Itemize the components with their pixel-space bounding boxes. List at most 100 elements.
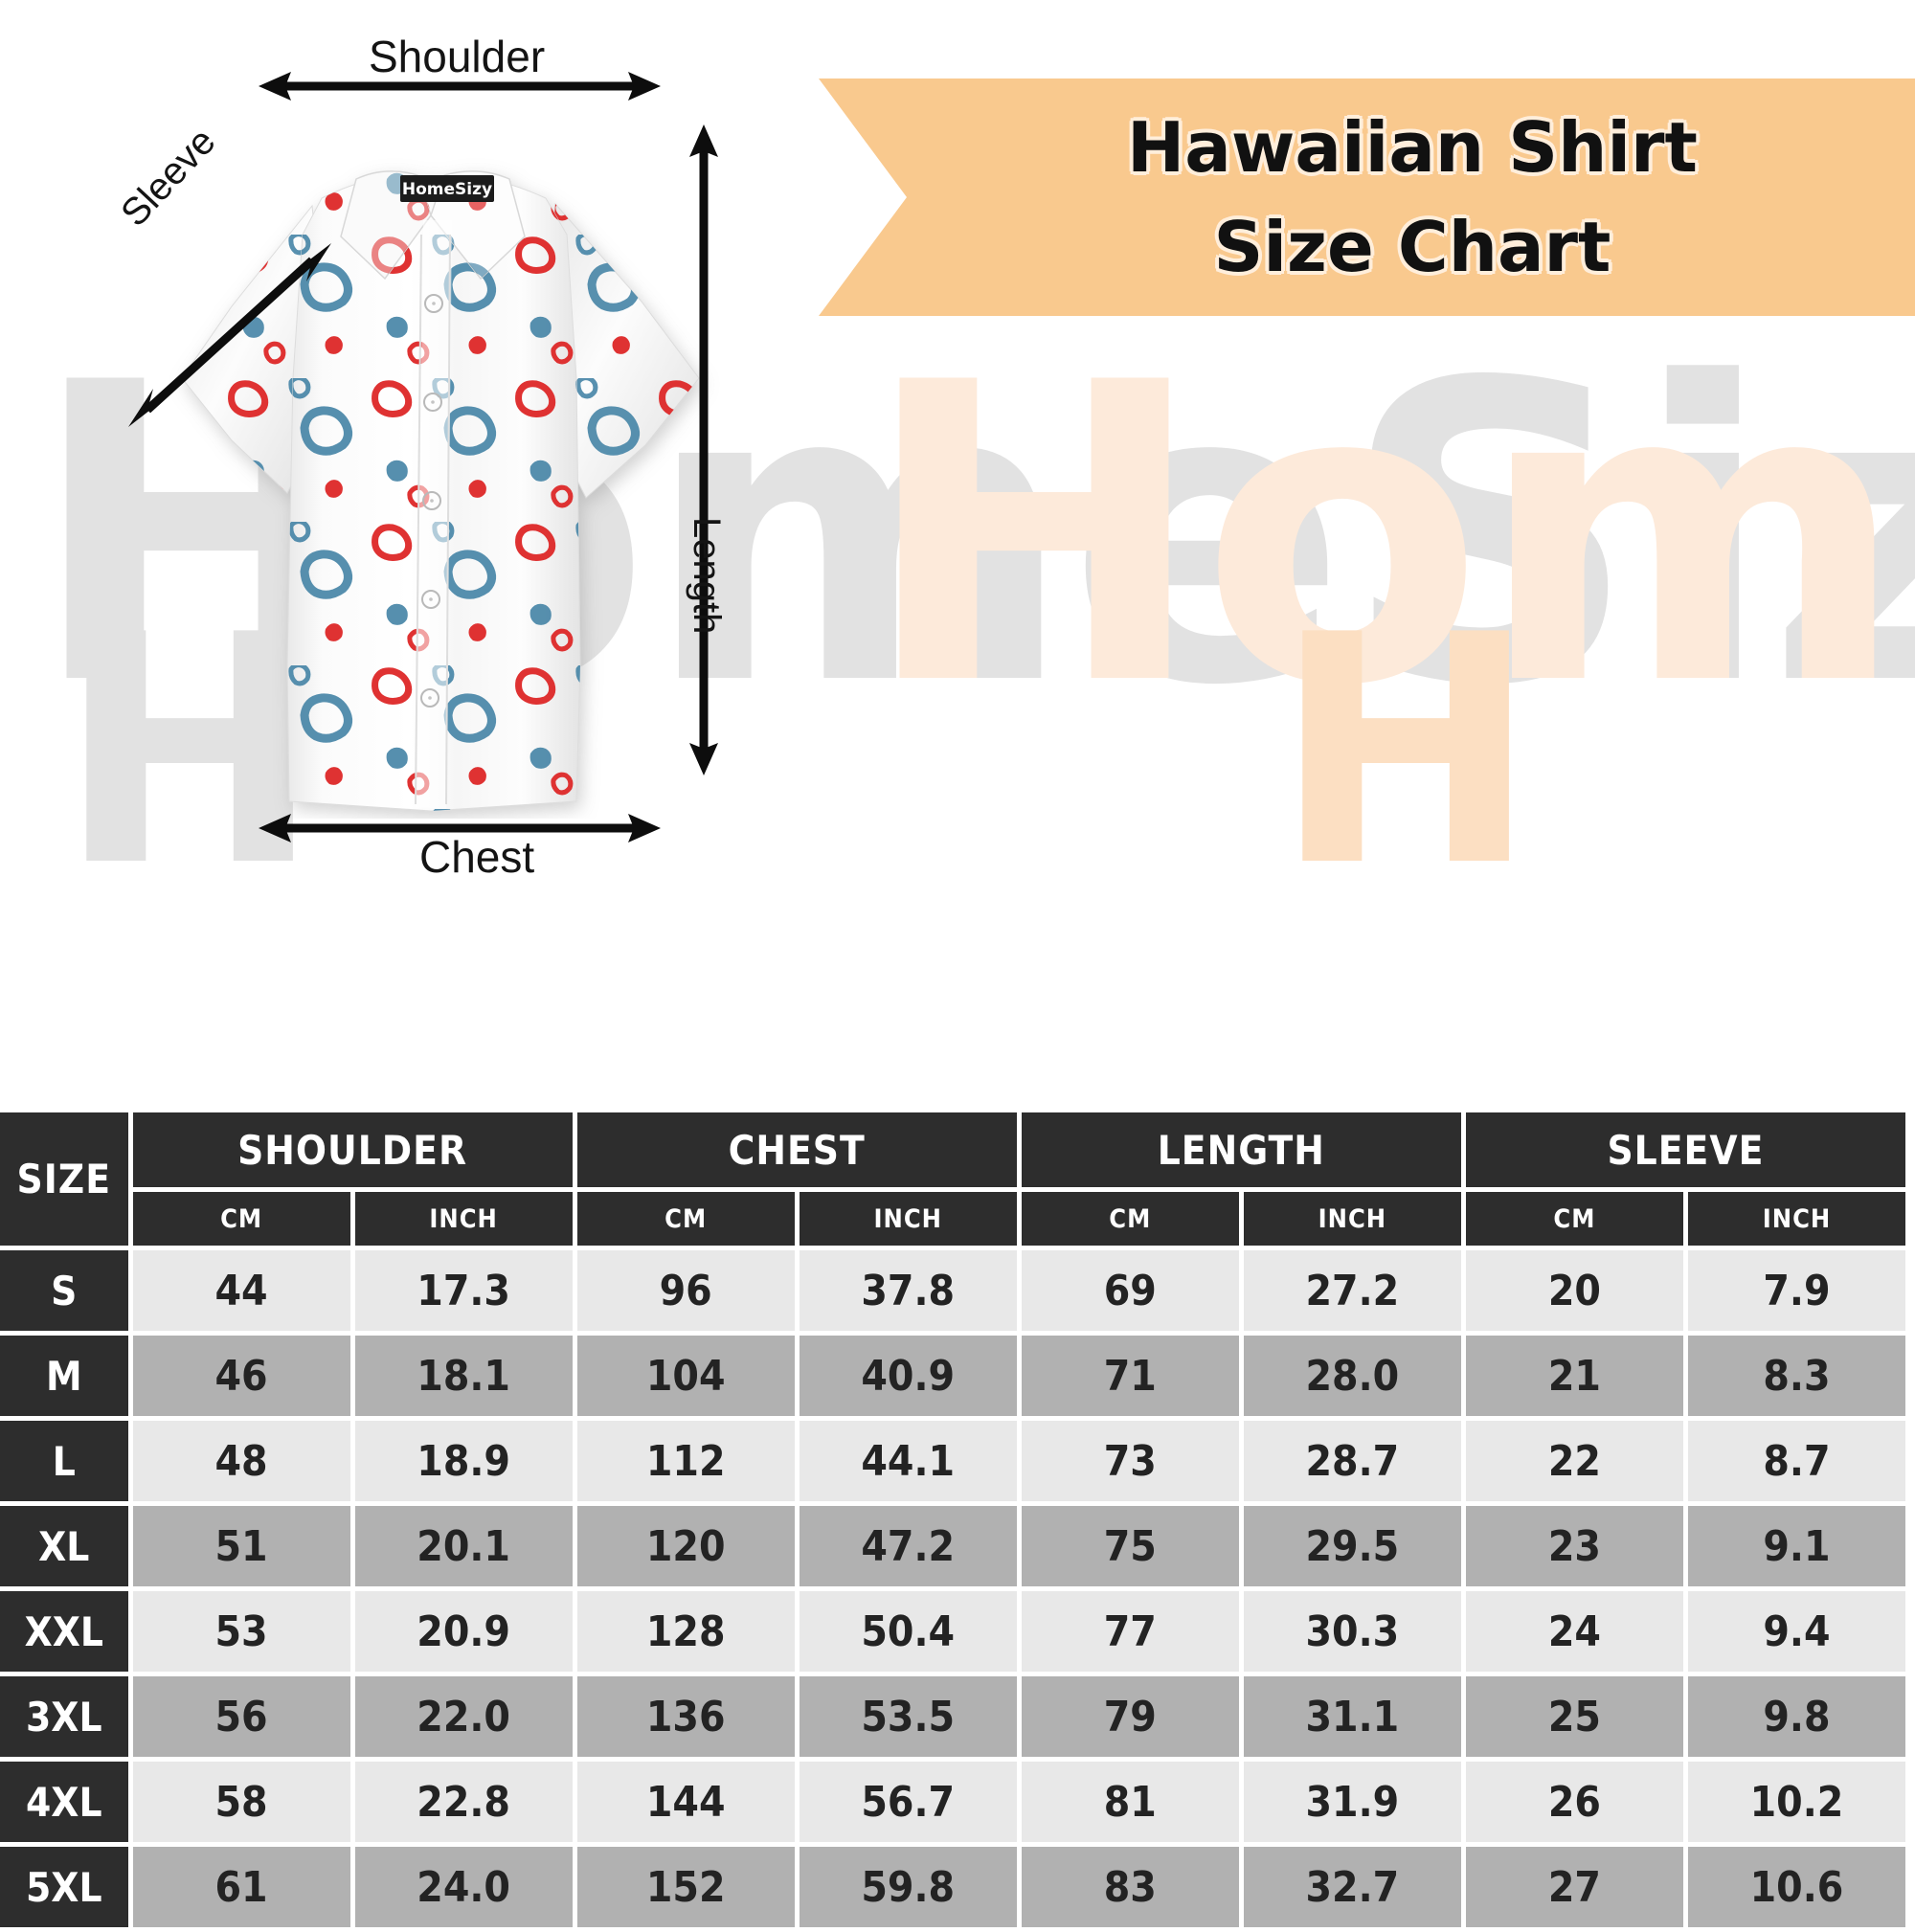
cell-value: 17.3	[354, 1250, 573, 1331]
cell-value: 96	[576, 1250, 795, 1331]
cell-value: 144	[576, 1762, 795, 1842]
watermark-initial-grey: H	[57, 568, 323, 935]
table-row: 5XL 61 24.0 152 59.8 83 32.7 27 10.6	[0, 1847, 1905, 1927]
cell-size: S	[0, 1250, 128, 1331]
cell-value: 53.5	[799, 1676, 1017, 1757]
cell-value: 61	[132, 1847, 350, 1927]
cell-value: 44.1	[799, 1421, 1017, 1501]
cell-value: 75	[1021, 1506, 1239, 1586]
cell-value: 27	[1465, 1847, 1683, 1927]
banner-shape	[819, 79, 1915, 316]
cell-value: 31.1	[1243, 1676, 1461, 1757]
table-body: S 44 17.3 96 37.8 69 27.2 20 7.9 M 46 18.1 104 40.9 71…	[0, 1250, 1905, 1927]
table-head: SIZE SHOULDER CHEST LENGTH SLEEVE CM INC…	[0, 1112, 1905, 1246]
size-chart-table: SIZE SHOULDER CHEST LENGTH SLEEVE CM INC…	[0, 1108, 1910, 1932]
shirt-product-image: HomeSizy	[144, 91, 737, 819]
cell-value: 28.7	[1243, 1421, 1461, 1501]
illustration-panel: HomeSizy HomeSizy H H	[29, 32, 1915, 935]
cell-value: 44	[132, 1250, 350, 1331]
svg-text:HomeSizy: HomeSizy	[402, 180, 492, 199]
cell-value: 7.9	[1687, 1250, 1905, 1331]
cell-value: 8.7	[1687, 1421, 1905, 1501]
label-chest: Chest	[419, 832, 535, 882]
cell-size: 4XL	[0, 1762, 128, 1842]
cell-value: 120	[576, 1506, 795, 1586]
label-length: Length	[686, 517, 728, 635]
cell-value: 56	[132, 1676, 350, 1757]
cell-value: 71	[1021, 1336, 1239, 1416]
shoulder-dimension-arrow	[259, 72, 661, 101]
cell-value: 18.1	[354, 1336, 573, 1416]
cell-value: 40.9	[799, 1336, 1017, 1416]
table-group-header-row: SIZE SHOULDER CHEST LENGTH SLEEVE	[0, 1112, 1905, 1246]
cell-value: 69	[1021, 1250, 1239, 1331]
cell-value: 20	[1465, 1250, 1683, 1331]
cell-size: 3XL	[0, 1676, 128, 1757]
banner-title-line1: Hawaiian Shirt	[1127, 107, 1698, 188]
header-group-length: LENGTH	[1021, 1112, 1461, 1187]
watermark-brand-peach: HomeSizy	[862, 297, 1915, 775]
cell-value: 26	[1465, 1762, 1683, 1842]
cell-value: 20.9	[354, 1591, 573, 1672]
cell-size: XXL	[0, 1591, 128, 1672]
cell-value: 23	[1465, 1506, 1683, 1586]
cell-value: 31.9	[1243, 1762, 1461, 1842]
table-row: XXL 53 20.9 128 50.4 77 30.3 24 9.4	[0, 1591, 1905, 1672]
cell-value: 32.7	[1243, 1847, 1461, 1927]
label-shoulder: Shoulder	[369, 32, 546, 81]
table-row: 3XL 56 22.0 136 53.5 79 31.1 25 9.8	[0, 1676, 1905, 1757]
cell-value: 48	[132, 1421, 350, 1501]
cell-value: 22	[1465, 1421, 1683, 1501]
cell-value: 83	[1021, 1847, 1239, 1927]
table-row: L 48 18.9 112 44.1 73 28.7 22 8.7	[0, 1421, 1905, 1501]
cell-value: 152	[576, 1847, 795, 1927]
cell-value: 30.3	[1243, 1591, 1461, 1672]
table-row: XL 51 20.1 120 47.2 75 29.5 23 9.1	[0, 1506, 1905, 1586]
cell-value: 73	[1021, 1421, 1239, 1501]
cell-value: 27.2	[1243, 1250, 1461, 1331]
table-row: M 46 18.1 104 40.9 71 28.0 21 8.3	[0, 1336, 1905, 1416]
cell-value: 10.6	[1687, 1847, 1905, 1927]
cell-value: 53	[132, 1591, 350, 1672]
header-unit-sleeve-cm: CM	[1465, 1192, 1683, 1246]
cell-size: M	[0, 1336, 128, 1416]
table-row: S 44 17.3 96 37.8 69 27.2 20 7.9	[0, 1250, 1905, 1331]
header-size: SIZE	[0, 1112, 128, 1246]
cell-value: 77	[1021, 1591, 1239, 1672]
table-unit-header-row: CM INCH CM INCH CM INCH CM INCH	[0, 1192, 1905, 1246]
length-dimension-arrow	[689, 124, 718, 775]
cell-value: 21	[1465, 1336, 1683, 1416]
cell-value: 29.5	[1243, 1506, 1461, 1586]
cell-value: 9.8	[1687, 1676, 1905, 1757]
banner-title-line2: Size Chart	[1213, 207, 1611, 287]
cell-size: L	[0, 1421, 128, 1501]
cell-value: 104	[576, 1336, 795, 1416]
cell-value: 9.4	[1687, 1591, 1905, 1672]
header-unit-shoulder-cm: CM	[132, 1192, 350, 1246]
header-unit-shoulder-inch: INCH	[354, 1192, 573, 1246]
watermark-initial-peach: H	[1273, 568, 1539, 935]
cell-value: 24	[1465, 1591, 1683, 1672]
cell-value: 58	[132, 1762, 350, 1842]
cell-value: 136	[576, 1676, 795, 1757]
cell-value: 112	[576, 1421, 795, 1501]
cell-value: 8.3	[1687, 1336, 1905, 1416]
header-unit-chest-inch: INCH	[799, 1192, 1017, 1246]
header-unit-length-cm: CM	[1021, 1192, 1239, 1246]
header-unit-length-inch: INCH	[1243, 1192, 1461, 1246]
cell-value: 9.1	[1687, 1506, 1905, 1586]
header-group-chest: CHEST	[576, 1112, 1017, 1187]
header-unit-chest-cm: CM	[576, 1192, 795, 1246]
header-unit-sleeve-inch: INCH	[1687, 1192, 1905, 1246]
cell-value: 25	[1465, 1676, 1683, 1757]
cell-value: 22.0	[354, 1676, 573, 1757]
shirt-brand-tag: HomeSizy	[400, 175, 494, 202]
title-banner: Hawaiian Shirt Size Chart	[819, 79, 1915, 316]
cell-size: 5XL	[0, 1847, 128, 1927]
cell-value: 18.9	[354, 1421, 573, 1501]
cell-value: 51	[132, 1506, 350, 1586]
cell-value: 10.2	[1687, 1762, 1905, 1842]
cell-value: 37.8	[799, 1250, 1017, 1331]
cell-value: 81	[1021, 1762, 1239, 1842]
size-chart-table-panel: SIZE SHOULDER CHEST LENGTH SLEEVE CM INC…	[0, 1111, 1915, 1927]
